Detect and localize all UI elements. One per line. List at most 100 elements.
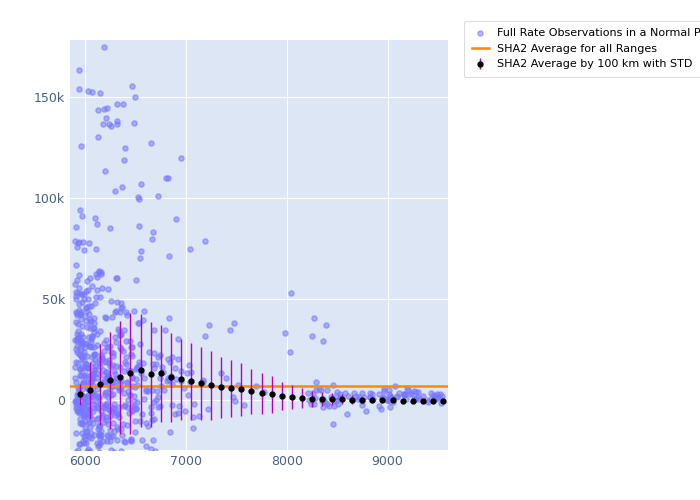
Full Rate Observations in a Normal Point [92, 374, 103, 382]
Full Rate Observations in a Normal Point [71, 448, 82, 456]
Full Rate Observations in a Normal Point [169, 364, 181, 372]
Full Rate Observations in a Normal Point [332, 400, 343, 408]
Full Rate Observations in a Normal Point [75, 315, 86, 323]
Full Rate Observations in a Normal Point [77, 238, 88, 246]
Full Rate Observations in a Normal Point [74, 300, 85, 308]
Full Rate Observations in a Normal Point [104, 437, 115, 445]
Full Rate Observations in a Normal Point [73, 475, 84, 483]
Full Rate Observations in a Normal Point [381, 396, 392, 404]
Full Rate Observations in a Normal Point [418, 392, 429, 400]
Full Rate Observations in a Normal Point [94, 468, 105, 476]
Full Rate Observations in a Normal Point [148, 228, 159, 235]
Full Rate Observations in a Normal Point [88, 366, 99, 374]
Full Rate Observations in a Normal Point [115, 308, 126, 316]
Full Rate Observations in a Normal Point [143, 422, 154, 430]
Full Rate Observations in a Normal Point [346, 396, 358, 404]
Full Rate Observations in a Normal Point [71, 330, 83, 338]
Full Rate Observations in a Normal Point [80, 440, 92, 448]
Full Rate Observations in a Normal Point [232, 381, 244, 389]
Full Rate Observations in a Normal Point [95, 351, 106, 359]
Full Rate Observations in a Normal Point [80, 360, 91, 368]
Full Rate Observations in a Normal Point [76, 405, 87, 413]
Full Rate Observations in a Normal Point [120, 144, 131, 152]
Full Rate Observations in a Normal Point [373, 390, 384, 398]
Full Rate Observations in a Normal Point [130, 417, 141, 425]
Full Rate Observations in a Normal Point [82, 490, 93, 498]
Full Rate Observations in a Normal Point [427, 390, 438, 398]
Full Rate Observations in a Normal Point [73, 334, 84, 342]
Full Rate Observations in a Normal Point [81, 364, 92, 372]
Full Rate Observations in a Normal Point [84, 397, 95, 405]
Full Rate Observations in a Normal Point [116, 344, 127, 352]
Full Rate Observations in a Normal Point [99, 167, 111, 175]
Full Rate Observations in a Normal Point [426, 390, 437, 398]
Full Rate Observations in a Normal Point [101, 437, 112, 445]
Full Rate Observations in a Normal Point [122, 366, 134, 374]
Full Rate Observations in a Normal Point [74, 66, 85, 74]
Full Rate Observations in a Normal Point [98, 43, 109, 51]
Full Rate Observations in a Normal Point [160, 174, 172, 182]
Full Rate Observations in a Normal Point [90, 398, 101, 406]
Full Rate Observations in a Normal Point [115, 425, 126, 433]
Full Rate Observations in a Normal Point [92, 414, 104, 422]
Full Rate Observations in a Normal Point [151, 387, 162, 395]
Full Rate Observations in a Normal Point [82, 390, 93, 398]
Full Rate Observations in a Normal Point [172, 355, 183, 363]
Full Rate Observations in a Normal Point [106, 378, 118, 386]
Full Rate Observations in a Normal Point [409, 396, 420, 404]
Full Rate Observations in a Normal Point [89, 350, 100, 358]
Full Rate Observations in a Normal Point [80, 371, 92, 379]
Full Rate Observations in a Normal Point [136, 462, 147, 470]
Full Rate Observations in a Normal Point [330, 392, 342, 400]
Full Rate Observations in a Normal Point [126, 406, 137, 414]
Full Rate Observations in a Normal Point [383, 397, 394, 405]
Full Rate Observations in a Normal Point [77, 386, 88, 394]
Full Rate Observations in a Normal Point [102, 468, 113, 475]
Full Rate Observations in a Normal Point [113, 468, 125, 475]
Full Rate Observations in a Normal Point [144, 348, 155, 356]
Full Rate Observations in a Normal Point [116, 330, 127, 338]
Full Rate Observations in a Normal Point [328, 396, 339, 404]
Full Rate Observations in a Normal Point [93, 268, 104, 276]
Full Rate Observations in a Normal Point [125, 390, 136, 398]
Full Rate Observations in a Normal Point [85, 342, 96, 349]
Full Rate Observations in a Normal Point [184, 245, 195, 253]
Full Rate Observations in a Normal Point [117, 303, 128, 311]
Full Rate Observations in a Normal Point [126, 374, 137, 382]
Full Rate Observations in a Normal Point [147, 360, 158, 368]
Full Rate Observations in a Normal Point [100, 416, 111, 424]
Full Rate Observations in a Normal Point [78, 392, 89, 400]
Full Rate Observations in a Normal Point [102, 371, 113, 379]
Full Rate Observations in a Normal Point [108, 400, 120, 408]
Full Rate Observations in a Normal Point [85, 274, 96, 282]
Full Rate Observations in a Normal Point [78, 410, 89, 418]
Full Rate Observations in a Normal Point [202, 404, 213, 412]
Full Rate Observations in a Normal Point [117, 100, 128, 108]
Full Rate Observations in a Normal Point [74, 402, 85, 409]
Full Rate Observations in a Normal Point [352, 394, 363, 402]
Full Rate Observations in a Normal Point [77, 339, 88, 347]
Full Rate Observations in a Normal Point [116, 304, 127, 312]
Full Rate Observations in a Normal Point [69, 492, 80, 500]
Full Rate Observations in a Normal Point [76, 420, 88, 428]
Full Rate Observations in a Normal Point [77, 212, 88, 220]
Full Rate Observations in a Normal Point [83, 384, 94, 392]
Full Rate Observations in a Normal Point [164, 314, 175, 322]
Full Rate Observations in a Normal Point [88, 318, 99, 326]
Full Rate Observations in a Normal Point [75, 339, 86, 347]
Full Rate Observations in a Normal Point [135, 180, 146, 188]
Full Rate Observations in a Normal Point [383, 386, 394, 394]
Full Rate Observations in a Normal Point [70, 292, 81, 300]
Full Rate Observations in a Normal Point [73, 332, 84, 340]
Full Rate Observations in a Normal Point [86, 332, 97, 340]
Full Rate Observations in a Normal Point [162, 354, 174, 362]
Full Rate Observations in a Normal Point [70, 237, 81, 245]
Full Rate Observations in a Normal Point [153, 353, 164, 361]
Full Rate Observations in a Normal Point [71, 242, 83, 250]
Full Rate Observations in a Normal Point [70, 378, 81, 386]
Full Rate Observations in a Normal Point [133, 222, 144, 230]
Full Rate Observations in a Normal Point [302, 389, 314, 397]
Full Rate Observations in a Normal Point [71, 342, 82, 349]
Full Rate Observations in a Normal Point [102, 368, 113, 376]
Full Rate Observations in a Normal Point [148, 398, 160, 406]
